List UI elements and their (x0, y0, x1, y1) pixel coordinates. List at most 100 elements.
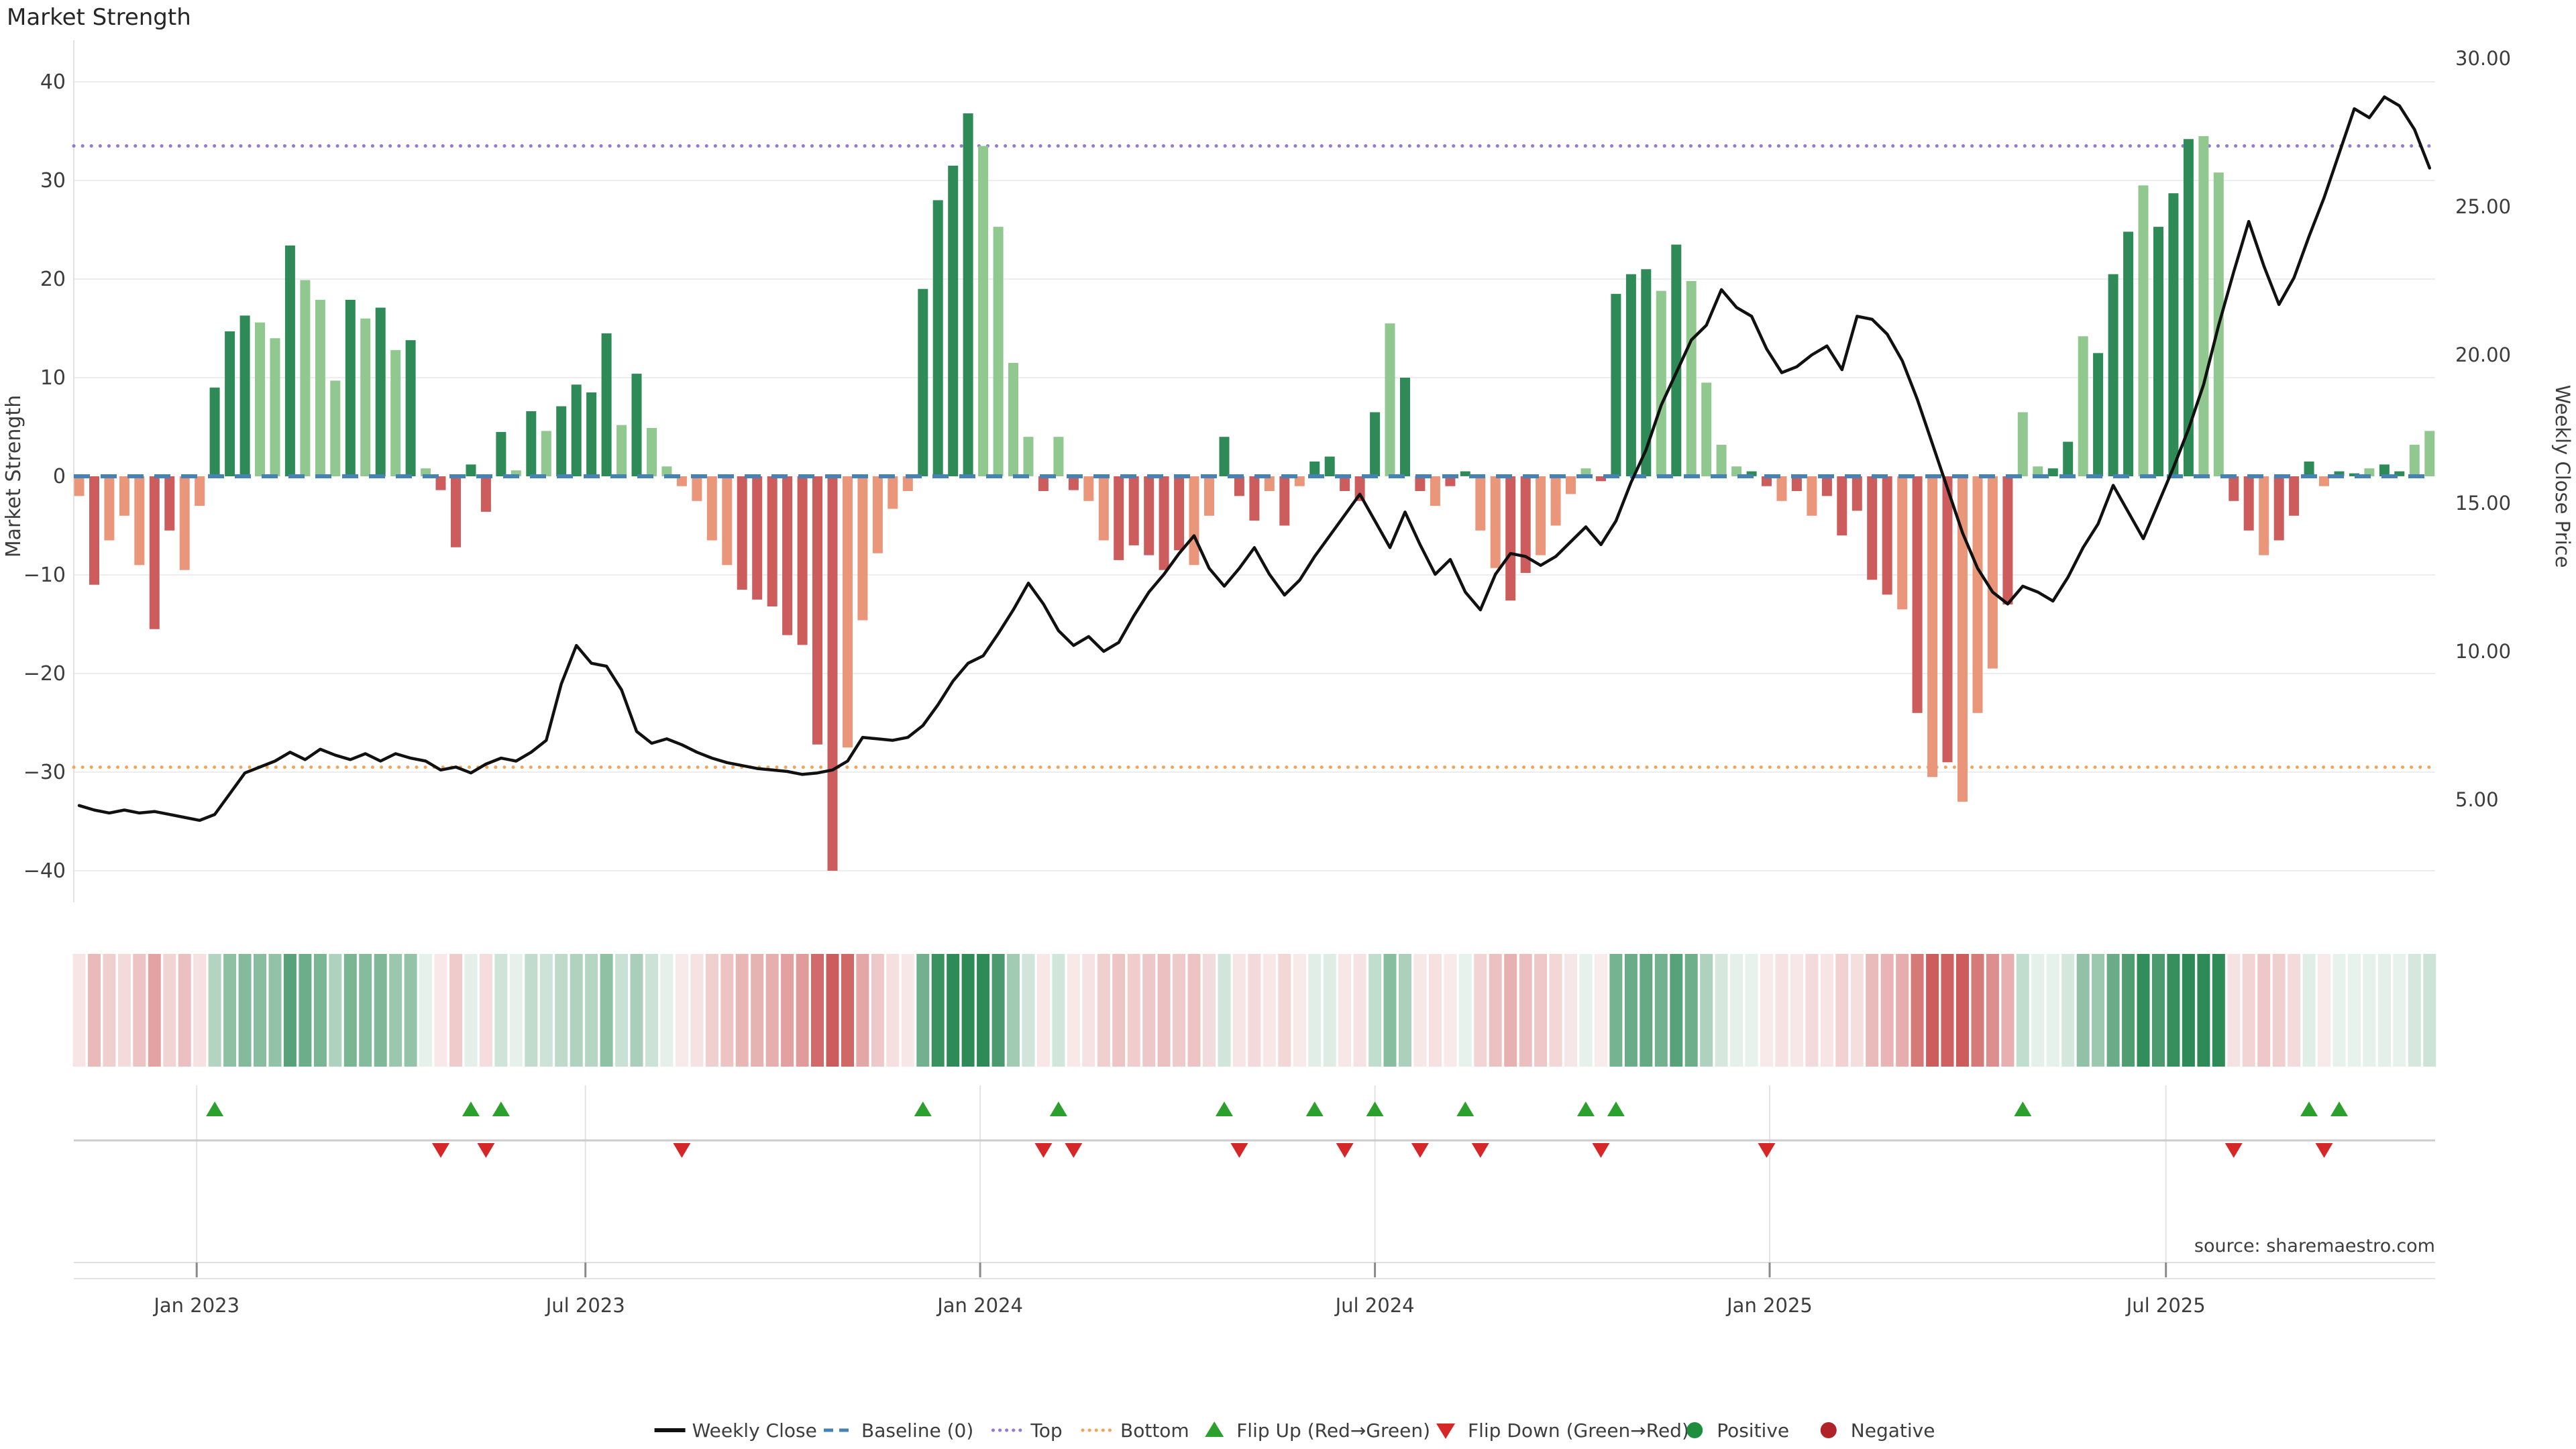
heatmap-cell (2242, 954, 2255, 1067)
legend-label: Negative (1851, 1419, 1935, 1442)
strength-bar (1550, 476, 1561, 526)
strength-bar (556, 406, 567, 476)
strength-bar (1625, 274, 1636, 476)
flip-up-icon (1366, 1102, 1384, 1116)
heatmap-cell (1338, 954, 1352, 1067)
heatmap-cell (2332, 954, 2346, 1067)
strength-bar (2243, 476, 2254, 531)
heatmap-cell (148, 954, 161, 1067)
heatmap-cell (1263, 954, 1276, 1067)
strength-bar (179, 476, 190, 570)
legend-flip-up-icon (1205, 1421, 1224, 1437)
strength-bar (2153, 227, 2163, 476)
heatmap-cell (961, 954, 975, 1067)
heatmap-cell (856, 954, 869, 1067)
strength-bar (1445, 476, 1456, 486)
strength-bar (1264, 476, 1275, 491)
strength-bar (2063, 441, 2074, 476)
heatmap-cell (1896, 954, 1909, 1067)
heatmap-cell (404, 954, 417, 1067)
strength-bar (1566, 476, 1576, 494)
heatmap-cell (1971, 954, 1984, 1067)
heatmap-cell (1579, 954, 1593, 1067)
heatmap-cell (389, 954, 402, 1067)
strength-bar (872, 476, 883, 553)
x-axis: Jan 2023 Jul 2023 Jan 2024 Jul 2024 Jan 2025… (74, 1262, 2435, 1317)
strength-bar (1400, 378, 1410, 476)
heatmap-cell (2152, 954, 2165, 1067)
strength-bar (1701, 382, 1712, 477)
heatmap-cell (735, 954, 749, 1067)
heatmap-cell (2227, 954, 2241, 1067)
flip-down-icon (1592, 1143, 1610, 1158)
x-tick-label: Jan 2024 (936, 1294, 1023, 1317)
heatmap-cell (1926, 954, 1939, 1067)
heatmap-cell (1745, 954, 1758, 1067)
heatmap-cell (1956, 954, 1969, 1067)
heatmap-cell (117, 954, 131, 1067)
main-gridlines (73, 40, 2435, 902)
strength-bar (421, 468, 431, 476)
strength-bar (1053, 437, 1064, 476)
heatmap-cell (2377, 954, 2391, 1067)
strength-bar (1957, 476, 1968, 802)
heatmap-cell (268, 954, 282, 1067)
heatmap-cell (2016, 954, 2029, 1067)
flip-up-icon (1049, 1102, 1067, 1116)
strength-bar (797, 476, 808, 645)
strength-bar (706, 476, 717, 541)
strength-bar (1354, 476, 1365, 501)
strength-bar (1927, 476, 1938, 777)
heatmap-cell (1805, 954, 1819, 1067)
strength-bar (2078, 336, 2088, 476)
heatmap-cell (494, 954, 508, 1067)
strength-bar (1098, 476, 1109, 541)
strength-bar (1475, 476, 1486, 531)
strength-bar (2123, 231, 2134, 476)
heatmap-cell (208, 954, 221, 1067)
chart-title: Market Strength (7, 4, 191, 31)
heatmap-cell (1609, 954, 1623, 1067)
strength-bar (993, 227, 1004, 476)
heatmap-cell (1112, 954, 1126, 1067)
heatmap-cell (781, 954, 794, 1067)
heatmap-cell (1730, 954, 1743, 1067)
heatmap-cell (1835, 954, 1849, 1067)
flip-down-icon (1034, 1143, 1053, 1158)
strength-bar (2002, 476, 2013, 605)
flip-up-icon (1215, 1102, 1233, 1116)
strength-bar (2289, 476, 2300, 516)
strength-bar (2349, 473, 2359, 476)
heatmap-cell (238, 954, 252, 1067)
heatmap-cell (223, 954, 237, 1067)
heatmap-cell (1850, 954, 1864, 1067)
strength-bar (631, 374, 642, 476)
strength-bar (1294, 476, 1305, 486)
legend-label: Bottom (1120, 1419, 1189, 1442)
x-tick-label: Jan 2023 (152, 1294, 239, 1317)
strength-bar (225, 331, 235, 476)
strength-bar (1897, 476, 1908, 610)
strength-bar (89, 476, 99, 585)
left-axis-title: Market Strength (2, 395, 25, 557)
strength-bar (1008, 363, 1018, 476)
heatmap-cell (1458, 954, 1472, 1067)
heatmap-cell (2182, 954, 2195, 1067)
heatmap-cell (1127, 954, 1140, 1067)
strength-bar (1851, 476, 1862, 511)
strength-bar (1520, 476, 1531, 574)
heatmap-cell (193, 954, 207, 1067)
heatmap-cell (1654, 954, 1668, 1067)
heatmap-cell (2302, 954, 2316, 1067)
strength-bar (948, 166, 959, 476)
heatmap-cell (525, 954, 538, 1067)
strength-bar (315, 299, 325, 476)
heatmap-cell (1519, 954, 1532, 1067)
heatmap-cell (2031, 954, 2045, 1067)
strength-bar (390, 350, 401, 476)
heatmap-cell (1022, 954, 1035, 1067)
strength-bar (1716, 445, 1727, 476)
flip-up-icon (206, 1102, 224, 1116)
strength-bar (1370, 412, 1381, 476)
